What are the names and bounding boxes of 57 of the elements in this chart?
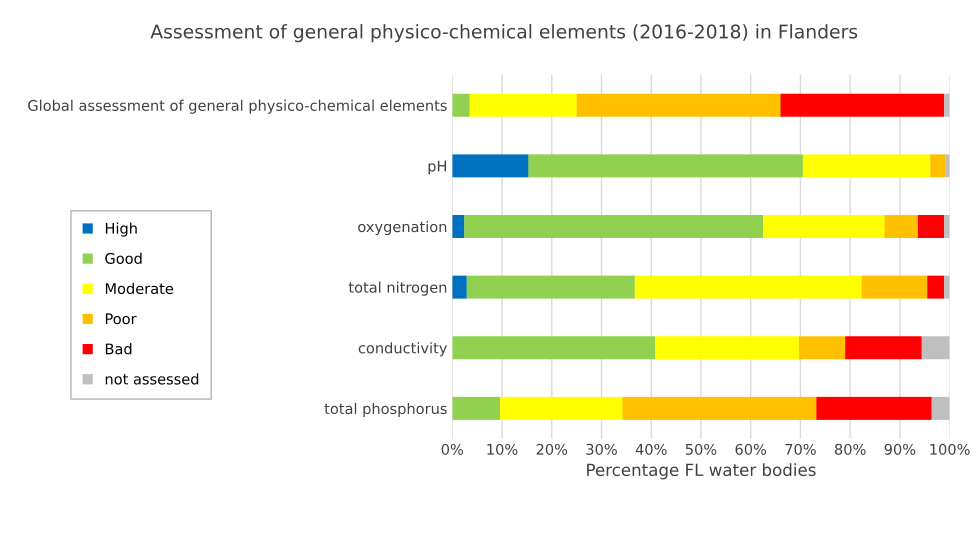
bar <box>944 214 950 238</box>
x-tick-label: 50% <box>686 444 716 455</box>
legend-label: Poor <box>106 313 137 324</box>
bar <box>780 94 944 117</box>
bar <box>452 276 467 299</box>
bar <box>634 276 862 299</box>
legend-label: Good <box>105 252 142 264</box>
x-tick-label: 70% <box>785 444 816 455</box>
bar <box>452 94 470 117</box>
legend-label: High <box>106 222 137 237</box>
x-tick-label: 20% <box>536 444 568 455</box>
bar <box>452 214 464 238</box>
y-tick-label: pH <box>428 160 446 174</box>
bar <box>816 396 932 420</box>
bar <box>918 214 944 238</box>
bar <box>576 94 781 117</box>
x-tick-label: 10% <box>487 444 518 455</box>
x-tick-label: 0% <box>442 444 464 455</box>
bar <box>927 276 944 299</box>
bar <box>798 336 846 360</box>
bar <box>862 276 928 299</box>
bar <box>944 276 950 299</box>
x-tick-label: 30% <box>586 444 617 455</box>
bar <box>470 94 577 117</box>
bar <box>884 214 918 238</box>
bar <box>763 214 884 238</box>
bar <box>500 396 622 420</box>
x-tick-label: 60% <box>736 444 766 455</box>
bar <box>945 154 950 178</box>
bar <box>655 336 799 360</box>
x-tick-label: 90% <box>884 444 916 455</box>
bar <box>452 154 528 178</box>
y-tick-label: total nitrogen <box>348 282 446 296</box>
bar <box>452 336 656 360</box>
bar <box>622 396 816 420</box>
chart-title: Assessment of general physico-chemical elements (2016-2018) in Flanders <box>150 24 858 42</box>
x-tick-label: 80% <box>834 444 866 455</box>
bar <box>452 396 500 420</box>
x-tick-label: 100% <box>930 444 970 455</box>
bar <box>802 154 930 178</box>
bar <box>528 154 803 178</box>
y-tick-label: oxygenation <box>358 220 446 236</box>
x-axis-title: Percentage FL water bodies <box>587 463 816 480</box>
bar <box>466 276 635 299</box>
bar <box>922 336 950 360</box>
y-tick-label: Global assessment of general physico-chemical elements <box>28 100 447 114</box>
bar <box>930 154 946 178</box>
bar <box>464 214 764 238</box>
bar <box>932 396 950 420</box>
y-tick-label: total phosphorus <box>324 402 447 417</box>
x-tick-label: 40% <box>636 444 667 455</box>
legend-label: Bad <box>106 343 132 354</box>
y-tick-label: conductivity <box>358 342 447 356</box>
bar <box>944 94 950 117</box>
legend-label: not assessed <box>106 373 198 385</box>
bar <box>845 336 922 360</box>
legend-label: Moderate <box>106 282 174 294</box>
